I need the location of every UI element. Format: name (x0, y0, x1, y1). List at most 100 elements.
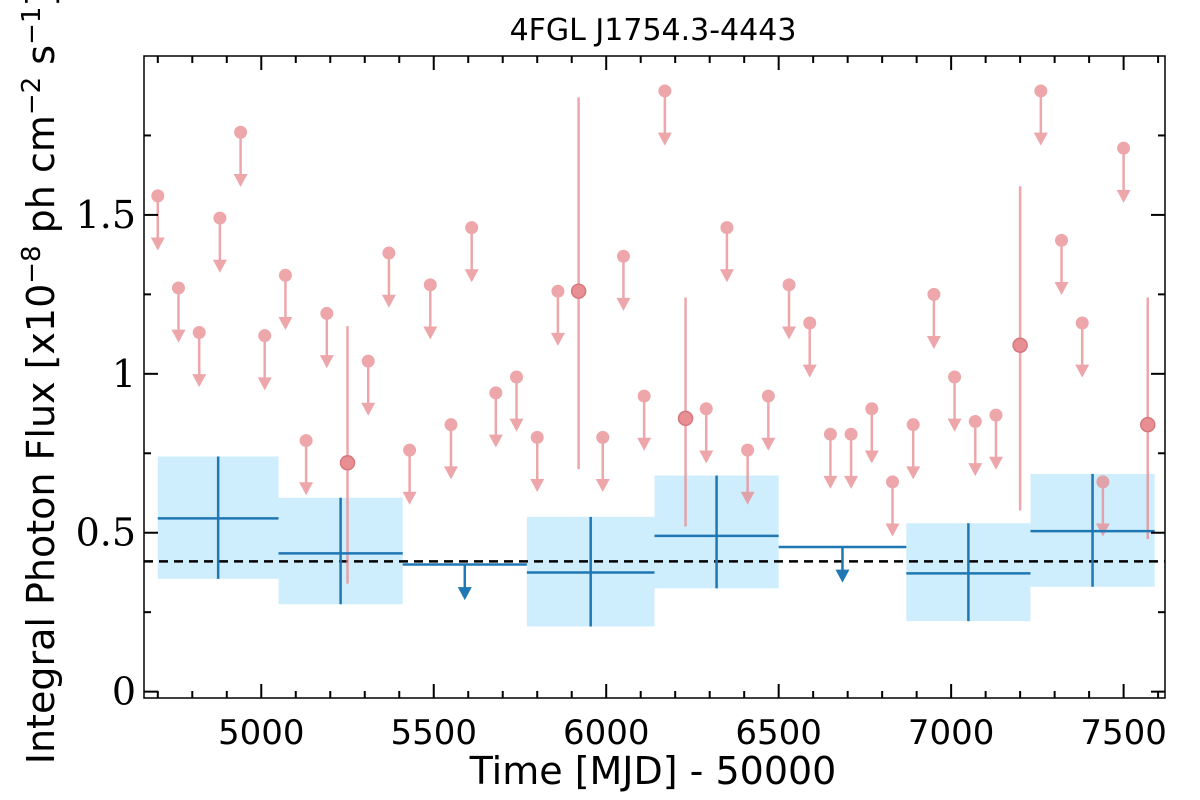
short-bin-point (1055, 233, 1069, 247)
short-bin-point (823, 427, 837, 441)
short-bin-point (551, 284, 565, 298)
short-bin-upper-limit (423, 278, 438, 340)
y-axis-label-part: ph cm (19, 115, 63, 245)
short-bin-upper-limit (1054, 233, 1069, 296)
upper-limit-arrow-head (1033, 132, 1048, 146)
long-bin-detection (906, 523, 1031, 622)
y-axis-label: Integral Photon Flux [x10−8 ph cm−2 s−1] (17, 0, 63, 764)
short-bin-upper-limit (299, 434, 314, 496)
y-axis-label-exponent: −2 (17, 77, 47, 115)
x-tick-label: 7500 (1080, 713, 1167, 753)
short-bin-upper-limit (1116, 141, 1131, 203)
short-bin-point (906, 418, 920, 432)
short-bin-point (596, 430, 610, 444)
short-bin-upper-limit (782, 278, 797, 340)
short-bin-point (489, 386, 503, 400)
short-bin-point (465, 221, 479, 235)
short-bin-point (658, 84, 672, 98)
short-bin-point (234, 125, 248, 139)
upper-limit-arrow-head (530, 479, 545, 493)
short-bin-upper-limit (171, 281, 186, 343)
short-bin-upper-limit (844, 427, 859, 489)
upper-limit-arrow-head (381, 294, 396, 308)
upper-limit-arrow-head (1075, 364, 1090, 378)
y-axis-label-part: s (19, 45, 63, 77)
upper-limit-arrow-head (864, 450, 879, 464)
short-bin-detection (570, 97, 587, 470)
upper-limit-arrow-head (509, 418, 524, 432)
x-axis-label: Time [MJD] - 50000 (469, 749, 837, 793)
upper-limit-arrow-head (423, 326, 438, 340)
long-bin-upper-limit (778, 545, 907, 583)
upper-limit-arrow-head (550, 332, 565, 346)
upper-limit-arrow-head (1054, 282, 1069, 296)
upper-limit-arrow-head (823, 475, 838, 489)
short-bin-upper-limit (530, 430, 545, 493)
upper-limit-arrow-head (192, 374, 207, 388)
upper-limit-arrow-head (740, 491, 755, 505)
short-bin-point (782, 278, 796, 292)
short-bin-upper-limit (361, 354, 376, 416)
short-bin-point (844, 427, 858, 441)
short-bin-upper-limit (212, 211, 227, 273)
short-bin-point (382, 246, 396, 260)
short-bin-upper-limit (192, 326, 207, 388)
upper-limit-arrow-head (443, 466, 458, 480)
long-bin-detection (654, 475, 779, 589)
short-bin-point (637, 389, 651, 403)
short-bin-point (761, 389, 775, 403)
short-bin-point (741, 443, 755, 457)
axis-ticks: 5000 5500 6000 6500 7000 7500 0 0.5 1 1.5 (76, 56, 1167, 753)
short-bin-upper-limit (402, 443, 417, 505)
upper-limit-arrow-head (212, 259, 227, 273)
short-bin-point (530, 430, 544, 444)
short-bin-point (320, 306, 334, 320)
x-tick-label: 6000 (563, 713, 650, 753)
x-tick-label: 5000 (218, 713, 305, 753)
short-bin-upper-limit (761, 389, 776, 451)
long-bin-detection (526, 516, 655, 627)
upper-limit-arrow-head (299, 482, 314, 496)
plot-frame (143, 55, 1166, 699)
upper-limit-arrow-head (926, 336, 941, 350)
upper-limit-arrow-head (947, 418, 962, 432)
short-bin-point (948, 370, 962, 384)
y-tick-label: 0.5 (76, 511, 136, 555)
upper-limit-arrow-head (885, 523, 900, 537)
short-bin-point (510, 370, 524, 384)
upper-limit-arrow-head (171, 329, 186, 343)
upper-limit-arrow-head (361, 402, 376, 416)
short-bin-point (258, 329, 272, 343)
short-bin-point (1140, 416, 1156, 433)
short-bin-point (339, 455, 356, 471)
short-bin-upper-limit (595, 430, 610, 493)
short-bin-point (1034, 84, 1048, 98)
long-bin-detection (1030, 473, 1155, 587)
upper-limit-arrow-head (464, 269, 479, 283)
short-bin-detection (339, 326, 356, 584)
short-bin-point (1096, 475, 1110, 489)
short-bin-point (968, 414, 982, 428)
short-bin-point (677, 410, 694, 427)
upper-limit-arrow-head (657, 132, 672, 146)
short-bin-point (192, 326, 206, 340)
short-bin-point (1075, 316, 1089, 330)
upper-limit-arrow-head (637, 437, 652, 451)
short-bin-upper-limit (319, 306, 334, 369)
short-bin-detection (1012, 186, 1028, 511)
short-bin-point (720, 221, 734, 235)
short-bin-upper-limit (864, 402, 879, 464)
short-bin-point (1117, 141, 1131, 155)
short-bin-point (278, 268, 292, 282)
short-bin-point (803, 316, 817, 330)
upper-limit-arrow-head (1116, 189, 1131, 203)
upper-limit-arrow-head (257, 377, 272, 391)
upper-limit-arrow-head (319, 355, 334, 369)
upper-limit-arrow-head (402, 491, 417, 505)
short-bin-upper-limit (550, 284, 565, 346)
y-axis-label-exponent: −1 (17, 7, 47, 45)
short-bin-upper-limit (1033, 84, 1048, 146)
long-bin-upper-limit (402, 563, 527, 601)
short-bin-upper-limit (464, 221, 479, 283)
y-axis-label-exponent: −8 (17, 245, 47, 283)
